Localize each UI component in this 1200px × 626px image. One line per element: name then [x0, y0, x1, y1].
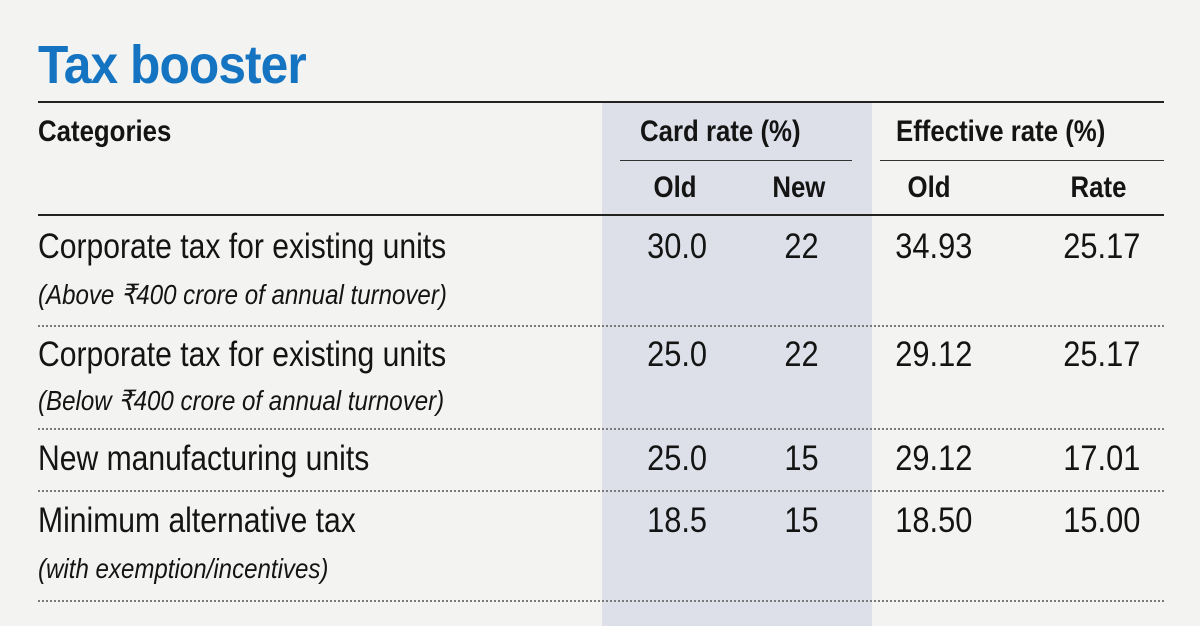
row-3-category: New manufacturing units	[38, 439, 370, 478]
header-card-rate: Card rate (%)	[640, 115, 801, 148]
row-1-category: Corporate tax for existing units	[38, 227, 447, 266]
row-2-effective-old: 29.12	[895, 335, 973, 374]
subheader-card-old: Old	[653, 171, 697, 204]
row-1-card-new: 22	[784, 227, 819, 266]
row-2-note: (Below ₹400 crore of annual turnover)	[38, 385, 445, 416]
row-4-effective-old: 18.50	[895, 501, 973, 540]
row-3-effective-old: 29.12	[895, 439, 973, 478]
row-3-divider	[38, 490, 1164, 492]
row-4-category: Minimum alternative tax	[38, 501, 356, 540]
card-rate-column-shading	[602, 103, 872, 626]
header-bottom-rule	[38, 214, 1164, 216]
header-categories: Categories	[38, 115, 172, 148]
row-2-card-old: 25.0	[647, 335, 708, 374]
row-1-note: (Above ₹400 crore of annual turnover)	[38, 279, 447, 310]
row-1-effective-rate: 25.17	[1063, 227, 1141, 266]
row-4-card-old: 18.5	[647, 501, 708, 540]
row-4-note: (with exemption/incentives)	[38, 553, 329, 584]
row-3-effective-rate: 17.01	[1063, 439, 1141, 478]
row-4-divider	[38, 600, 1164, 602]
row-2-effective-rate: 25.17	[1063, 335, 1141, 374]
row-2-card-new: 22	[784, 335, 819, 374]
row-1-effective-old: 34.93	[895, 227, 973, 266]
row-4-card-new: 15	[784, 501, 819, 540]
subheader-card-new: New	[772, 171, 826, 204]
row-2-category: Corporate tax for existing units	[38, 335, 447, 374]
header-top-rule	[38, 101, 1164, 103]
row-3-card-new: 15	[784, 439, 819, 478]
row-3-card-old: 25.0	[647, 439, 708, 478]
row-4-effective-rate: 15.00	[1063, 501, 1141, 540]
subheader-effective-rate: Rate	[1070, 171, 1127, 204]
header-effective-rate: Effective rate (%)	[896, 115, 1106, 148]
subheader-effective-old: Old	[907, 171, 951, 204]
effective-rate-group-rule	[880, 160, 1164, 161]
card-rate-group-rule	[620, 160, 852, 161]
row-1-divider	[38, 325, 1164, 327]
row-2-divider	[38, 428, 1164, 430]
row-1-card-old: 30.0	[647, 227, 708, 266]
table-title: Tax booster	[38, 35, 307, 95]
